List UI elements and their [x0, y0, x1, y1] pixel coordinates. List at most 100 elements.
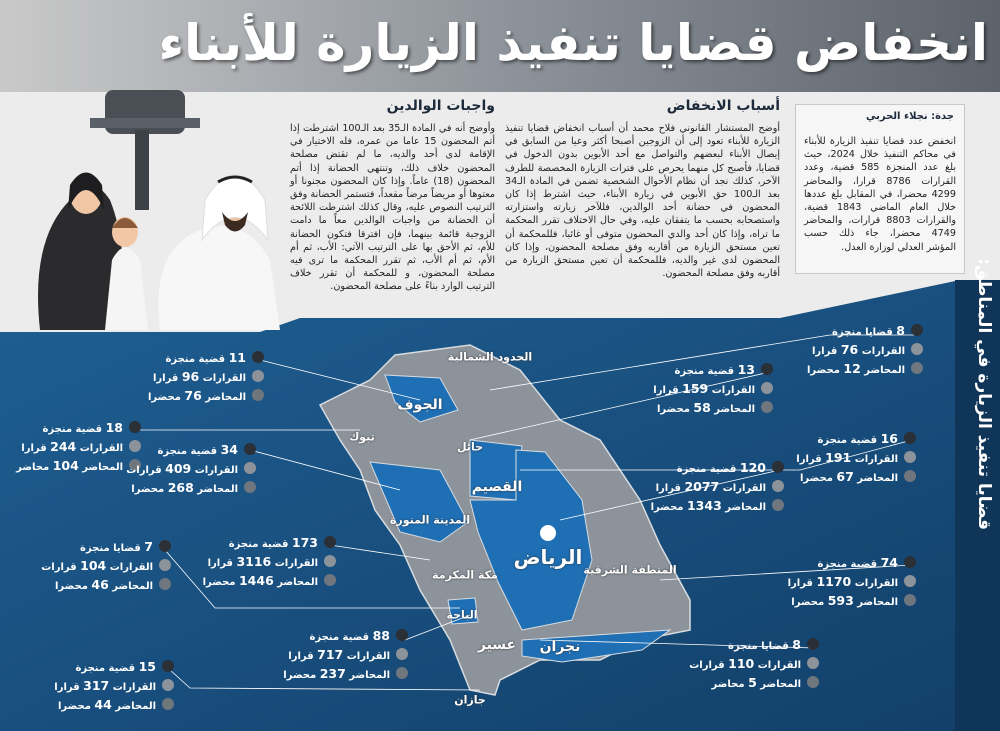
stat-unit: قضية منجزة	[165, 354, 226, 365]
stat-value: 409	[165, 461, 192, 476]
map-label: الباحة	[446, 608, 478, 622]
stat-line: المحاضر 44 محضرا	[58, 697, 156, 712]
gavel	[90, 90, 200, 210]
side-strip	[955, 280, 1000, 731]
stat-line: القرارات 76 قرارا	[812, 342, 905, 357]
stat-value: 96	[181, 369, 200, 384]
map-label: الجوف	[397, 397, 443, 413]
stat-dot	[324, 536, 336, 548]
stat-dot	[761, 401, 773, 413]
stat-unit: محضرا	[791, 597, 825, 608]
stat-dot	[904, 470, 916, 482]
stat-line: المحاضر 593 محضرا	[791, 593, 898, 608]
stat-unit: محضرا	[283, 670, 317, 681]
stat-unit: قضية منجزة	[309, 632, 370, 643]
stat-line: المحاضر 1446 محضرا	[203, 573, 318, 588]
stat-line: 8 قضايا منجزة	[832, 323, 905, 338]
stat-dot	[807, 638, 819, 650]
stat-value: 16	[880, 431, 898, 446]
saudi-map	[135, 334, 920, 696]
stat-dot	[396, 629, 408, 641]
stat-dot	[396, 648, 408, 660]
section-heading: واجبات الوالدين	[386, 98, 495, 114]
stat-value: 34	[220, 442, 238, 457]
map-label: الحدود الشمالية	[447, 350, 533, 364]
map-label: الرياض	[513, 545, 583, 569]
stat-value: 268	[167, 480, 194, 495]
stat-line: القرارات 3116 قرارا	[208, 554, 318, 569]
stat-label: القرارات	[346, 651, 390, 662]
stat-label: المحاضر	[349, 670, 390, 681]
stat-line: المحاضر 76 محضرا	[148, 388, 246, 403]
stat-label: القرارات	[861, 346, 905, 357]
stat-dot	[904, 556, 916, 568]
stat-label: القرارات	[854, 454, 898, 465]
section-text: أوضح المستشار القانوني فلاح محمد أن أسبا…	[505, 123, 780, 280]
stat-label: المحاضر	[205, 392, 246, 403]
stat-label: القرارات	[757, 660, 801, 671]
stat-unit: قرارات	[41, 562, 77, 573]
stat-label: المحاضر	[277, 577, 318, 588]
stat-line: المحاضر 46 محضرا	[55, 577, 153, 592]
stat-dot	[761, 363, 773, 375]
stat-value: 8	[792, 637, 801, 652]
stat-dot	[772, 499, 784, 511]
stat-line: المحاضر 67 محضرا	[800, 469, 898, 484]
stat-line: القرارات 2077 قرارا	[656, 479, 766, 494]
stat-unit: قضايا منجزة	[728, 641, 789, 652]
stat-unit: قرارا	[54, 682, 80, 693]
stat-unit: محضرا	[57, 701, 91, 712]
stat-label: المحاضر	[857, 473, 898, 484]
stat-unit: محضرا	[650, 502, 684, 513]
stat-value: 104	[52, 458, 79, 473]
stat-value: 1446	[238, 573, 274, 588]
stat-label: المحاضر	[864, 365, 905, 376]
stat-line: القرارات 717 قرارا	[288, 647, 390, 662]
stat-label: القرارات	[79, 443, 123, 454]
stat-value: 3116	[236, 554, 272, 569]
stat-value: 2077	[684, 479, 720, 494]
stat-line: القرارات 1170 قرارا	[788, 574, 898, 589]
stat-dot	[159, 540, 171, 552]
stat-unit: قضية منجزة	[228, 539, 289, 550]
stat-line: المحاضر 1343 محضرا	[651, 498, 766, 513]
stat-unit: محاضر	[16, 462, 50, 473]
stat-dot	[252, 389, 264, 401]
stat-label: المحاضر	[112, 581, 153, 592]
stat-unit: قضايا منجزة	[832, 327, 893, 338]
stat-line: القرارات 110 قرارات	[689, 656, 801, 671]
stat-dot	[162, 660, 174, 672]
stat-value: 244	[50, 439, 77, 454]
title: انخفاض قضايا تنفيذ الزيارة للأبناء	[158, 14, 988, 72]
stat-value: 5	[748, 675, 757, 690]
stat-unit: محضرا	[202, 577, 236, 588]
stat-unit: قرارا	[655, 483, 681, 494]
stat-label: القرارات	[112, 682, 156, 693]
stat-line: القرارات 409 قرارات	[126, 461, 238, 476]
map-label: جازان	[454, 693, 486, 707]
stat-dot	[324, 555, 336, 567]
stat-dot	[904, 451, 916, 463]
stat-value: 13	[737, 362, 755, 377]
stat-value: 717	[317, 647, 344, 662]
stat-line: القرارات 159 قرارا	[653, 381, 755, 396]
stat-value: 173	[291, 535, 318, 550]
stat-dot	[162, 698, 174, 710]
stat-unit: قرارا	[811, 346, 838, 357]
stat-line: القرارات 317 قرارا	[54, 678, 156, 693]
stat-label: القرارات	[722, 483, 766, 494]
stat-value: 18	[105, 420, 123, 435]
map-label: المنطقة الشرقية	[583, 563, 677, 577]
stat-unit: قرارا	[288, 651, 314, 662]
stat-unit: قضايا منجزة	[80, 543, 141, 554]
stat-unit: محضرا	[147, 392, 181, 403]
section-text: وأوضح أنه في المادة الـ35 بعد الـ100 اشت…	[290, 123, 496, 293]
stat-line: 13 قضية منجزة	[674, 362, 755, 377]
stat-unit: قضية منجزة	[75, 663, 136, 674]
stat-unit: قرارا	[787, 578, 813, 589]
stat-dot	[761, 382, 773, 394]
stat-line: 8 قضايا منجزة	[728, 637, 801, 652]
stat-line: 173 قضية منجزة	[229, 535, 318, 550]
stat-dot	[807, 676, 819, 688]
stat-unit: قضية منجزة	[674, 366, 735, 377]
